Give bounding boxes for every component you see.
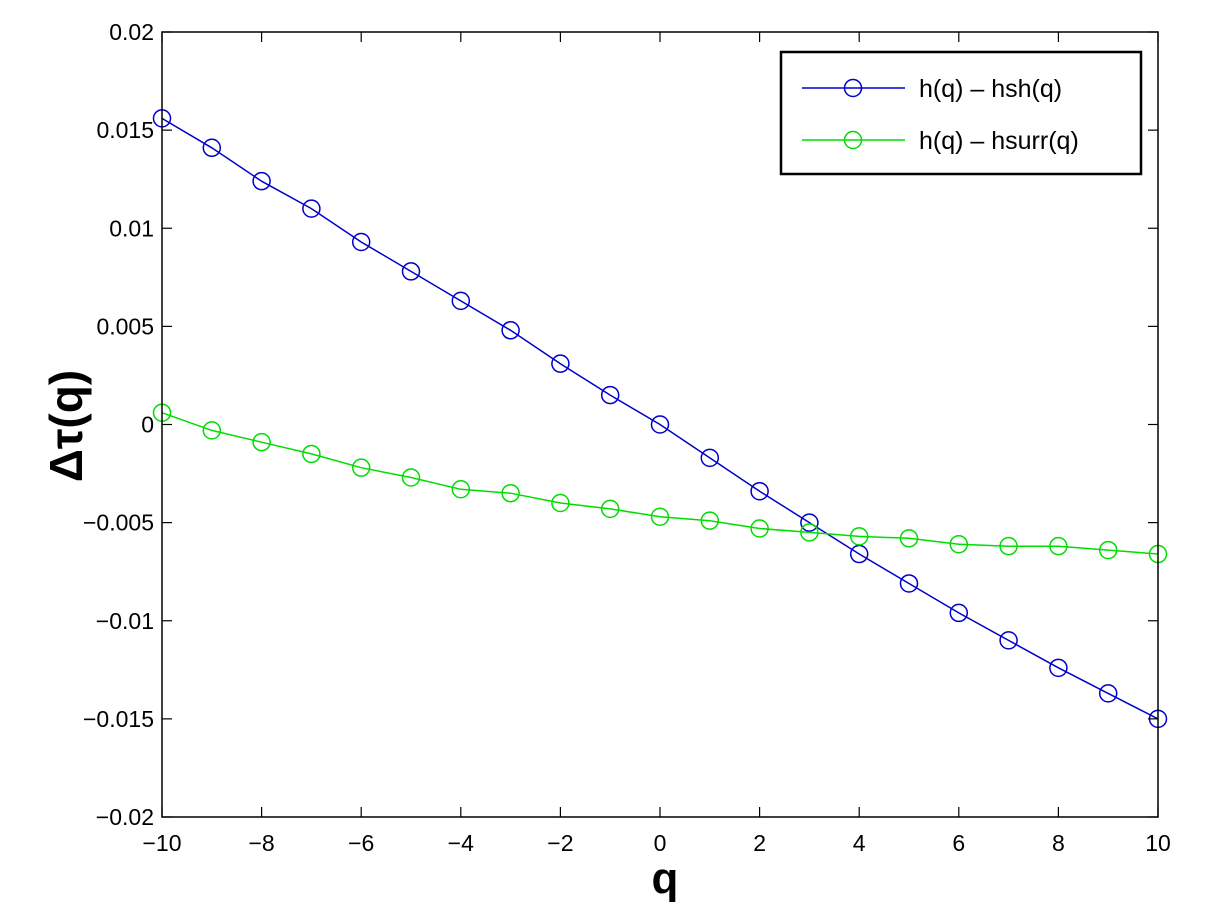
series-2-point (700, 511, 720, 530)
x-tick-label: −6 (348, 830, 374, 856)
series-1-point (1049, 658, 1068, 678)
x-tick-label: −4 (448, 830, 474, 856)
series-1-point (551, 354, 570, 373)
x-tick-label: 6 (952, 830, 965, 856)
series-2-point (949, 534, 969, 554)
x-tick-label: 4 (853, 830, 866, 856)
series-1-point (999, 631, 1018, 650)
y-tick-label: −0.01 (96, 608, 154, 634)
legend-marker (843, 78, 863, 98)
y-tick-label: 0.015 (96, 117, 154, 143)
tick-labels-layer: −10 −8 −6 −4 −2 0 2 4 6 8 10 0.02 0.015 0.01 0.005 0 −0.… (83, 19, 1171, 856)
series-2-point (849, 527, 869, 546)
series-2-point (501, 483, 520, 503)
legend: h(q) – hsh(q) h(q) – hsurr(q) (779, 50, 1143, 176)
series-1-point (600, 385, 620, 405)
series-1-point (800, 513, 819, 532)
legend-marker (843, 130, 863, 150)
x-tick-label: −10 (142, 830, 181, 856)
y-axis-title: Δτ(q) (40, 370, 92, 482)
legend-entries: h(q) – hsh(q) h(q) – hsurr(q) (802, 75, 1079, 155)
y-tick-label: −0.005 (83, 510, 154, 536)
series-2-point (1049, 536, 1068, 556)
series-1-point (750, 481, 769, 501)
y-tick-label: 0.005 (96, 313, 154, 339)
series-2-point (302, 444, 321, 464)
series-2-point (401, 468, 421, 487)
series-2-point (750, 519, 769, 538)
series-2-point (551, 493, 570, 513)
series-1-point (899, 574, 919, 593)
series-2-point (252, 432, 271, 452)
series-1-point (202, 138, 222, 158)
series-1-point (700, 448, 720, 468)
y-tick-label: 0.02 (109, 19, 154, 45)
series-2 (152, 403, 1168, 564)
series-1-line (161, 117, 1159, 720)
x-tick-label: 8 (1052, 830, 1065, 856)
x-axis-title: q (652, 854, 679, 903)
series-2-point (351, 458, 371, 477)
x-tick-label: 10 (1145, 830, 1171, 856)
y-tick-label: 0.01 (109, 215, 154, 241)
legend-label: h(q) – hsh(q) (919, 75, 1062, 103)
y-tick-label: −0.015 (83, 706, 154, 732)
x-tick-label: −8 (248, 830, 274, 856)
series-2-point (800, 523, 819, 542)
series-1-point (1098, 684, 1118, 703)
series-layer (152, 109, 1168, 729)
series-2-point (451, 480, 471, 499)
ticks-layer (161, 31, 1159, 818)
x-tick-label: −2 (547, 830, 573, 856)
legend-box (779, 50, 1143, 176)
series-2-point (202, 421, 222, 440)
series-1-point (252, 171, 271, 191)
legend-label: h(q) – hsurr(q) (919, 127, 1079, 155)
series-1-point (650, 415, 670, 434)
y-tick-label: 0 (141, 412, 154, 438)
series-1-point (302, 199, 321, 218)
series-2-point (999, 536, 1018, 556)
series-1-point (401, 262, 421, 281)
series-2-line (161, 411, 1159, 555)
series-2-point (899, 529, 919, 548)
series-1-point (949, 603, 969, 623)
series-2-point (650, 507, 670, 526)
x-tick-label: 2 (753, 830, 766, 856)
series-2-point (1098, 540, 1118, 560)
series-1-point (351, 232, 371, 252)
series-1-point (501, 321, 520, 340)
series-2-point (600, 499, 620, 519)
series-1-point (451, 291, 471, 311)
y-tick-label: −0.02 (96, 804, 154, 830)
x-tick-label: 0 (654, 830, 667, 856)
